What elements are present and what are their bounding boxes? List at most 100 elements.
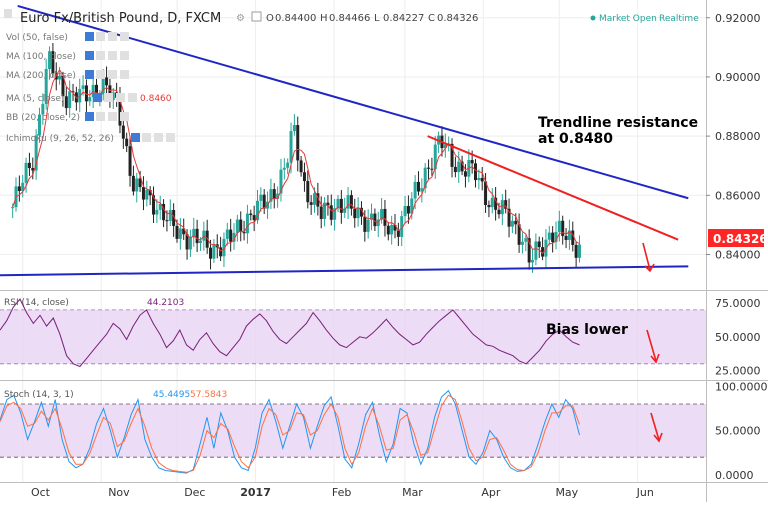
indicator-control-icon[interactable] (116, 93, 125, 102)
indicator-control-icon[interactable] (131, 133, 140, 142)
indicator-control-icon[interactable] (96, 32, 105, 41)
candle-body (24, 162, 28, 183)
candle-body (520, 241, 524, 245)
candle-body (416, 181, 420, 192)
candle-body (423, 167, 427, 189)
indicator-control-icon[interactable] (120, 32, 129, 41)
candle-body (155, 209, 159, 215)
candle-body (289, 131, 293, 163)
candle-body (111, 92, 115, 101)
candle-body (527, 238, 531, 263)
candle-body (225, 229, 229, 239)
candle-body (44, 68, 48, 105)
candle-body (168, 209, 172, 221)
candle-body (68, 91, 72, 109)
ma-5-line (12, 68, 580, 255)
indicator-control-icon[interactable] (108, 51, 117, 60)
candle-body (504, 200, 508, 209)
candle-body (463, 171, 467, 177)
candle-body (249, 213, 253, 216)
candle-body (135, 178, 139, 192)
indicator-control-icon[interactable] (85, 32, 94, 41)
rsi-tick-label: 75.0000 (715, 297, 761, 310)
candle-body (148, 190, 152, 196)
candle-body (209, 247, 213, 259)
stoch-tick-label: 100.0000 (715, 380, 768, 393)
stoch-tick-label: 50.0000 (715, 425, 761, 438)
candle-body (242, 231, 246, 234)
indicator-label: Ichimoku (9, 26, 52, 26) (6, 134, 114, 144)
indicator-control-icon[interactable] (154, 133, 163, 142)
candle-body (400, 216, 404, 237)
indicator-control-icon[interactable] (166, 133, 175, 142)
candle-body (326, 202, 330, 206)
candle-body (487, 205, 491, 208)
candle-body (286, 162, 290, 168)
indicator-control-icon[interactable] (96, 70, 105, 79)
ohlc-readout: ⚙ O 0.84400 H 0.84466 L 0.84227 C 0.84326 (236, 11, 478, 24)
candle-body (51, 51, 55, 74)
gear-icon: ⚙ (236, 13, 245, 24)
indicator-control-icon[interactable] (108, 112, 117, 121)
indicator-control-icon[interactable] (85, 51, 94, 60)
indicator-control-icon[interactable] (108, 32, 117, 41)
time-tick-label: Apr (481, 486, 501, 499)
candle-body (561, 220, 565, 236)
candle-body (346, 195, 350, 209)
candle-body (162, 203, 166, 221)
candle-body (229, 229, 233, 242)
candle-body (81, 85, 85, 89)
candle-body (71, 91, 75, 93)
indicator-control-icon[interactable] (104, 93, 113, 102)
candle-body (21, 182, 25, 192)
candle-body (276, 193, 280, 199)
indicator-control-icon[interactable] (108, 70, 117, 79)
indicator-control-icon[interactable] (85, 112, 94, 121)
time-tick-label: Jun (636, 486, 654, 499)
indicator-control-icon[interactable] (120, 112, 129, 121)
indicator-control-icon[interactable] (120, 51, 129, 60)
candle-body (510, 220, 514, 227)
candle-body (484, 181, 488, 206)
candle-body (175, 225, 179, 239)
candle-body (514, 220, 518, 225)
candle-body (517, 224, 521, 245)
indicator-control-icon[interactable] (85, 70, 94, 79)
realtime-label: Realtime (659, 14, 699, 24)
candle-body (457, 161, 461, 173)
candle-body (61, 75, 65, 97)
trendline-resistance (427, 135, 679, 241)
candle-body (376, 219, 380, 227)
time-tick-label: Dec (184, 486, 205, 499)
candle-body (131, 175, 135, 192)
candle-body (430, 168, 434, 170)
indicator-control-icon[interactable] (96, 112, 105, 121)
candle-body (232, 232, 236, 242)
candle-body (353, 208, 357, 219)
indicator-label: BB (20, close, 2) (6, 113, 80, 123)
candle-body (460, 161, 464, 172)
indicator-control-icon[interactable] (96, 51, 105, 60)
candle-body (410, 198, 414, 214)
indicator-label: Vol (50, false) (6, 33, 68, 43)
candle-body (406, 206, 410, 214)
indicator-control-icon[interactable] (93, 93, 102, 102)
candle-body (105, 77, 109, 86)
indicator-control-icon[interactable] (128, 93, 137, 102)
candle-body (158, 203, 162, 210)
trendline-support (0, 265, 689, 277)
rsi-band (0, 309, 706, 364)
candle-body (356, 207, 360, 219)
indicator-control-icon[interactable] (120, 70, 129, 79)
candle-body (34, 135, 38, 171)
ohlc-value: 0.84227 (383, 13, 424, 24)
candle-body (78, 88, 82, 103)
candle-body (547, 232, 551, 240)
candle-body (37, 114, 41, 136)
candle-body (17, 186, 21, 192)
collapse-icon[interactable] (4, 9, 12, 18)
candle-body (413, 181, 417, 199)
indicator-control-icon[interactable] (142, 133, 151, 142)
